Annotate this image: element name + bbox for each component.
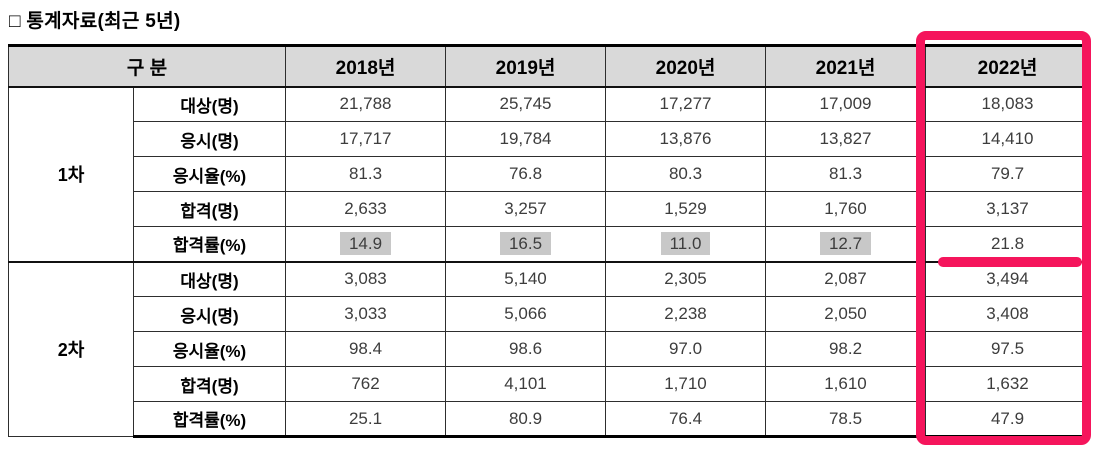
row-label: 응시율(%) (133, 156, 286, 192)
value-cell: 1,760 (765, 191, 926, 227)
value-cell: 98.4 (285, 331, 446, 367)
value-cell: 11.0 (605, 226, 766, 262)
header-year-2020: 2020년 (605, 44, 766, 88)
value-cell: 13,827 (765, 121, 926, 157)
header-year-2021: 2021년 (765, 44, 926, 88)
value-cell: 3,257 (445, 191, 606, 227)
table-row: 합격(명) 762 4,101 1,710 1,610 1,632 (9, 366, 1090, 402)
value-cell: 76.4 (605, 401, 766, 438)
value-cell: 12.7 (765, 226, 926, 262)
group-label: 1차 (8, 85, 134, 262)
value-cell: 25.1 (285, 401, 446, 438)
gray-highlighted-value: 12.7 (819, 232, 872, 256)
row-label: 합격(명) (133, 191, 286, 227)
value-cell: 1,632 (925, 366, 1090, 402)
row-label: 대상(명) (133, 85, 286, 122)
row-label: 응시(명) (133, 121, 286, 157)
row-label: 합격률(%) (133, 401, 286, 438)
table-row: 1차 대상(명) 21,788 25,745 17,277 17,009 18,083 (8, 85, 1090, 262)
table-row: 2차 대상(명) 3,083 5,140 2,305 2,087 3,494 (8, 260, 1090, 437)
value-cell: 2,305 (605, 260, 766, 297)
value-cell: 80.9 (445, 401, 606, 438)
value-cell: 17,009 (765, 85, 926, 122)
value-cell: 76.8 (445, 156, 606, 192)
value-cell: 14,410 (925, 121, 1090, 157)
value-cell: 21.8 (925, 226, 1090, 262)
value-cell: 17,717 (285, 121, 446, 157)
value-cell: 5,066 (445, 296, 606, 332)
value-cell: 47.9 (925, 401, 1090, 438)
value-cell: 81.3 (285, 156, 446, 192)
value-cell: 3,137 (925, 191, 1090, 227)
value-cell: 2,238 (605, 296, 766, 332)
value-cell: 97.0 (605, 331, 766, 367)
table-body: 1차 대상(명) 21,788 25,745 17,277 17,009 18,083 응시(… (8, 85, 1090, 438)
row-label: 응시(명) (133, 296, 286, 332)
statistics-table: 구 분 2018년 2019년 2020년 2021년 2022년 1차 대상(명… (8, 44, 1090, 438)
value-cell: 80.3 (605, 156, 766, 192)
group-label: 2차 (8, 260, 134, 437)
value-cell: 1,529 (605, 191, 766, 227)
value-cell: 2,087 (765, 260, 926, 297)
gray-highlighted-value: 14.9 (339, 232, 392, 256)
table-row: 응시율(%) 98.4 98.6 97.0 98.2 97.5 (9, 331, 1090, 367)
table-row: 응시(명) 17,717 19,784 13,876 13,827 14,410 (9, 121, 1090, 157)
value-cell: 21,788 (285, 85, 446, 122)
table-header: 구 분 2018년 2019년 2020년 2021년 2022년 (8, 44, 1090, 88)
row-label: 합격률(%) (133, 226, 286, 262)
value-cell: 4,101 (445, 366, 606, 402)
row-label: 합격(명) (133, 366, 286, 402)
header-category: 구 분 (8, 44, 286, 88)
value-cell: 97.5 (925, 331, 1090, 367)
value-cell: 2,633 (285, 191, 446, 227)
gray-highlighted-value: 16.5 (499, 232, 552, 256)
value-cell: 98.6 (445, 331, 606, 367)
value-cell: 19,784 (445, 121, 606, 157)
value-cell: 3,494 (925, 260, 1090, 297)
table-row: 응시(명) 3,033 5,066 2,238 2,050 3,408 (9, 296, 1090, 332)
value-cell: 14.9 (285, 226, 446, 262)
value-cell: 1,710 (605, 366, 766, 402)
value-cell: 3,033 (285, 296, 446, 332)
value-cell: 3,408 (925, 296, 1090, 332)
gray-highlighted-value: 11.0 (660, 232, 711, 256)
value-cell: 16.5 (445, 226, 606, 262)
table-row: 응시율(%) 81.3 76.8 80.3 81.3 79.7 (9, 156, 1090, 192)
value-cell: 18,083 (925, 85, 1090, 122)
value-cell: 13,876 (605, 121, 766, 157)
value-cell: 5,140 (445, 260, 606, 297)
table-row: 합격률(%) 14.9 16.5 11.0 12.7 21.8 (9, 226, 1090, 262)
value-cell: 2,050 (765, 296, 926, 332)
header-row: 구 분 2018년 2019년 2020년 2021년 2022년 (8, 44, 1090, 88)
value-cell: 17,277 (605, 85, 766, 122)
table-row: 합격(명) 2,633 3,257 1,529 1,760 3,137 (9, 191, 1090, 227)
value-cell: 81.3 (765, 156, 926, 192)
row-label: 대상(명) (133, 260, 286, 297)
value-cell: 1,610 (765, 366, 926, 402)
header-year-2018: 2018년 (285, 44, 446, 88)
header-year-2019: 2019년 (445, 44, 606, 88)
value-cell: 3,083 (285, 260, 446, 297)
value-cell: 78.5 (765, 401, 926, 438)
row-label: 응시율(%) (133, 331, 286, 367)
value-cell: 79.7 (925, 156, 1090, 192)
value-cell: 98.2 (765, 331, 926, 367)
value-cell: 25,745 (445, 85, 606, 122)
header-year-2022: 2022년 (925, 44, 1090, 88)
page-title: □ 통계자료(최근 5년) (9, 11, 181, 32)
table-row: 합격률(%) 25.1 80.9 76.4 78.5 47.9 (9, 401, 1090, 438)
value-cell: 762 (285, 366, 446, 402)
